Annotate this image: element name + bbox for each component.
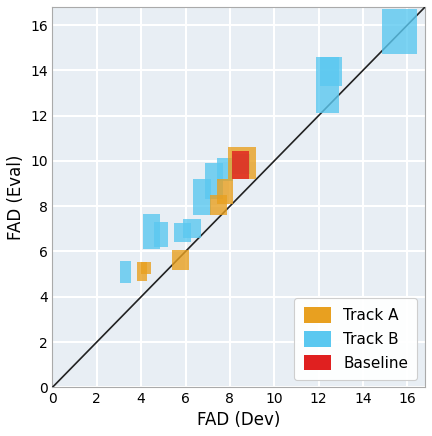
Bar (137, 262, 147, 281)
Bar (143, 214, 160, 249)
Bar (206, 163, 223, 199)
Bar (216, 179, 233, 204)
Bar (320, 57, 342, 86)
Bar (382, 9, 417, 54)
Y-axis label: FAD (Eval): FAD (Eval) (7, 154, 25, 240)
X-axis label: FAD (Dev): FAD (Dev) (197, 411, 280, 429)
Bar (210, 195, 226, 215)
Bar (316, 57, 339, 113)
Bar (141, 262, 151, 274)
Bar (120, 261, 131, 283)
Bar (183, 218, 201, 238)
Bar (228, 147, 257, 179)
Bar (216, 157, 233, 181)
Bar (172, 250, 189, 269)
Bar (193, 179, 211, 215)
Bar (155, 222, 168, 247)
Bar (232, 151, 249, 179)
Legend: Track A, Track B, Baseline: Track A, Track B, Baseline (294, 298, 417, 380)
Bar (175, 223, 191, 242)
Bar (232, 154, 250, 174)
